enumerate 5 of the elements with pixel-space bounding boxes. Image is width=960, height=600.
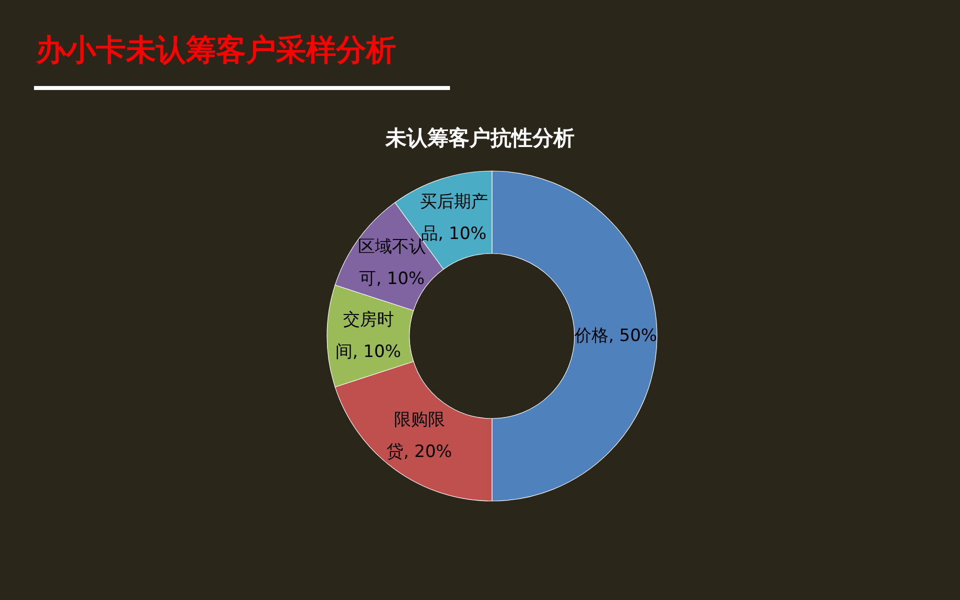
chart-title: 办小卡未认筹客户采样分析 <box>36 32 396 70</box>
slice-label: 价格, 50% <box>573 325 658 348</box>
slice-label: 交房时间, 10% <box>334 309 402 364</box>
slice-label: 限购限贷, 20% <box>385 409 454 464</box>
chart-subtitle: 未认筹客户抗性分析 <box>384 125 576 152</box>
